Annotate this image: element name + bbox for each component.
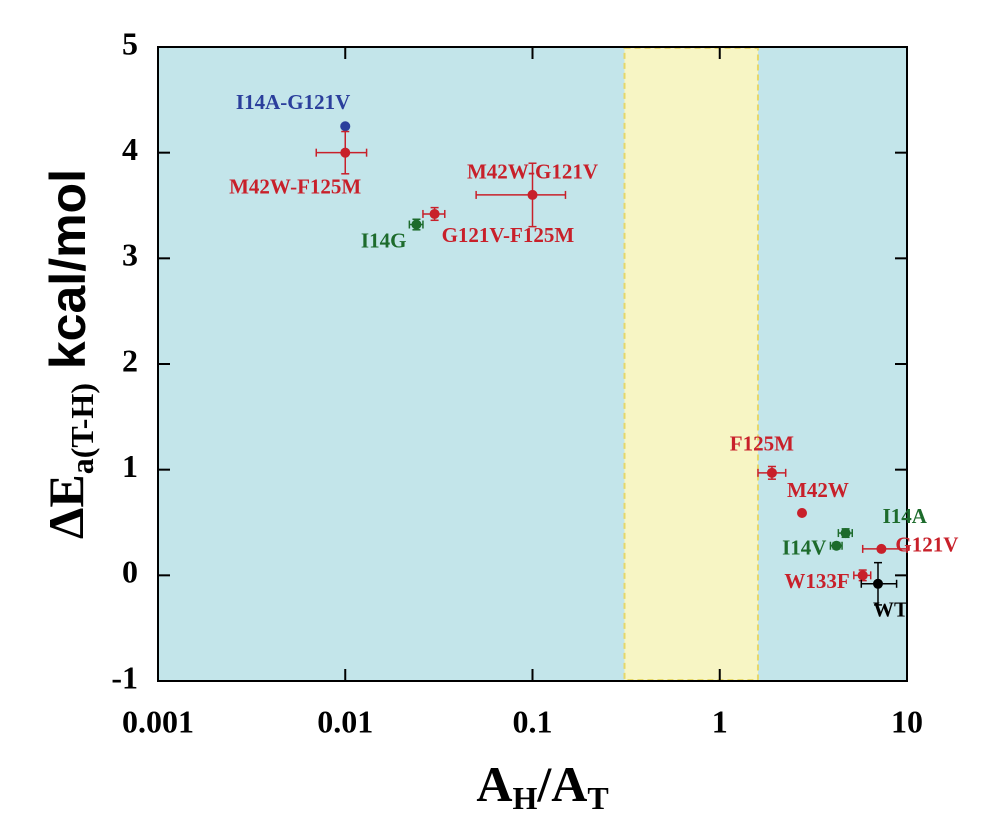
point bbox=[340, 121, 351, 132]
x-axis-label-part: T bbox=[587, 780, 608, 816]
shaded-region bbox=[623, 47, 759, 681]
plot-frame bbox=[157, 46, 908, 682]
y-tick-label: 2 bbox=[122, 342, 138, 378]
y-tick-label: 4 bbox=[122, 131, 138, 167]
point-label: WT bbox=[873, 598, 908, 622]
x-tick-label: 0.01 bbox=[317, 703, 373, 739]
point-label: I14G bbox=[361, 228, 407, 252]
point bbox=[872, 578, 883, 589]
point-label: W133F bbox=[784, 569, 849, 593]
y-tick-label: 3 bbox=[122, 237, 138, 273]
point-label: I14A bbox=[883, 504, 928, 528]
point-label: M42W-F125M bbox=[229, 174, 361, 198]
point-label: M42W-G121V bbox=[467, 160, 598, 184]
point bbox=[766, 467, 777, 478]
x-tick-label: 0.001 bbox=[122, 703, 194, 739]
x-axis-label: AH/AT bbox=[476, 756, 608, 816]
x-tick-label: 10 bbox=[891, 703, 923, 739]
point bbox=[840, 528, 851, 539]
x-tick-label: 1 bbox=[712, 703, 728, 739]
point-label: G121V-F125M bbox=[442, 223, 575, 247]
x-tick-label: 0.1 bbox=[513, 703, 553, 739]
y-axis-label-part: ΔE bbox=[38, 474, 94, 539]
y-axis-label-part: a(T-H) bbox=[64, 383, 100, 474]
point bbox=[340, 147, 351, 158]
y-axis-label-part: kcal/mol bbox=[40, 169, 96, 383]
y-axis-label: ΔEa(T-H) kcal/mol bbox=[38, 169, 100, 539]
point bbox=[411, 219, 422, 230]
point-label: F125M bbox=[730, 432, 794, 456]
x-axis-label-part: /A bbox=[536, 756, 587, 812]
y-tick-label: -1 bbox=[111, 659, 138, 695]
point bbox=[831, 540, 842, 551]
x-axis-label-part: H bbox=[512, 780, 537, 816]
point-label: M42W bbox=[787, 478, 849, 502]
point bbox=[876, 543, 887, 554]
point-label: G121V bbox=[895, 533, 958, 557]
y-tick-label: 0 bbox=[122, 554, 138, 590]
point bbox=[797, 507, 808, 518]
point bbox=[429, 208, 440, 219]
point-label: I14A-G121V bbox=[236, 90, 350, 114]
point bbox=[527, 189, 538, 200]
point-label: I14V bbox=[782, 536, 826, 560]
x-axis-label-part: A bbox=[476, 756, 512, 812]
y-tick-label: 5 bbox=[122, 25, 138, 61]
y-tick-label: 1 bbox=[122, 448, 138, 484]
plot-background bbox=[158, 47, 907, 681]
point bbox=[857, 570, 868, 581]
